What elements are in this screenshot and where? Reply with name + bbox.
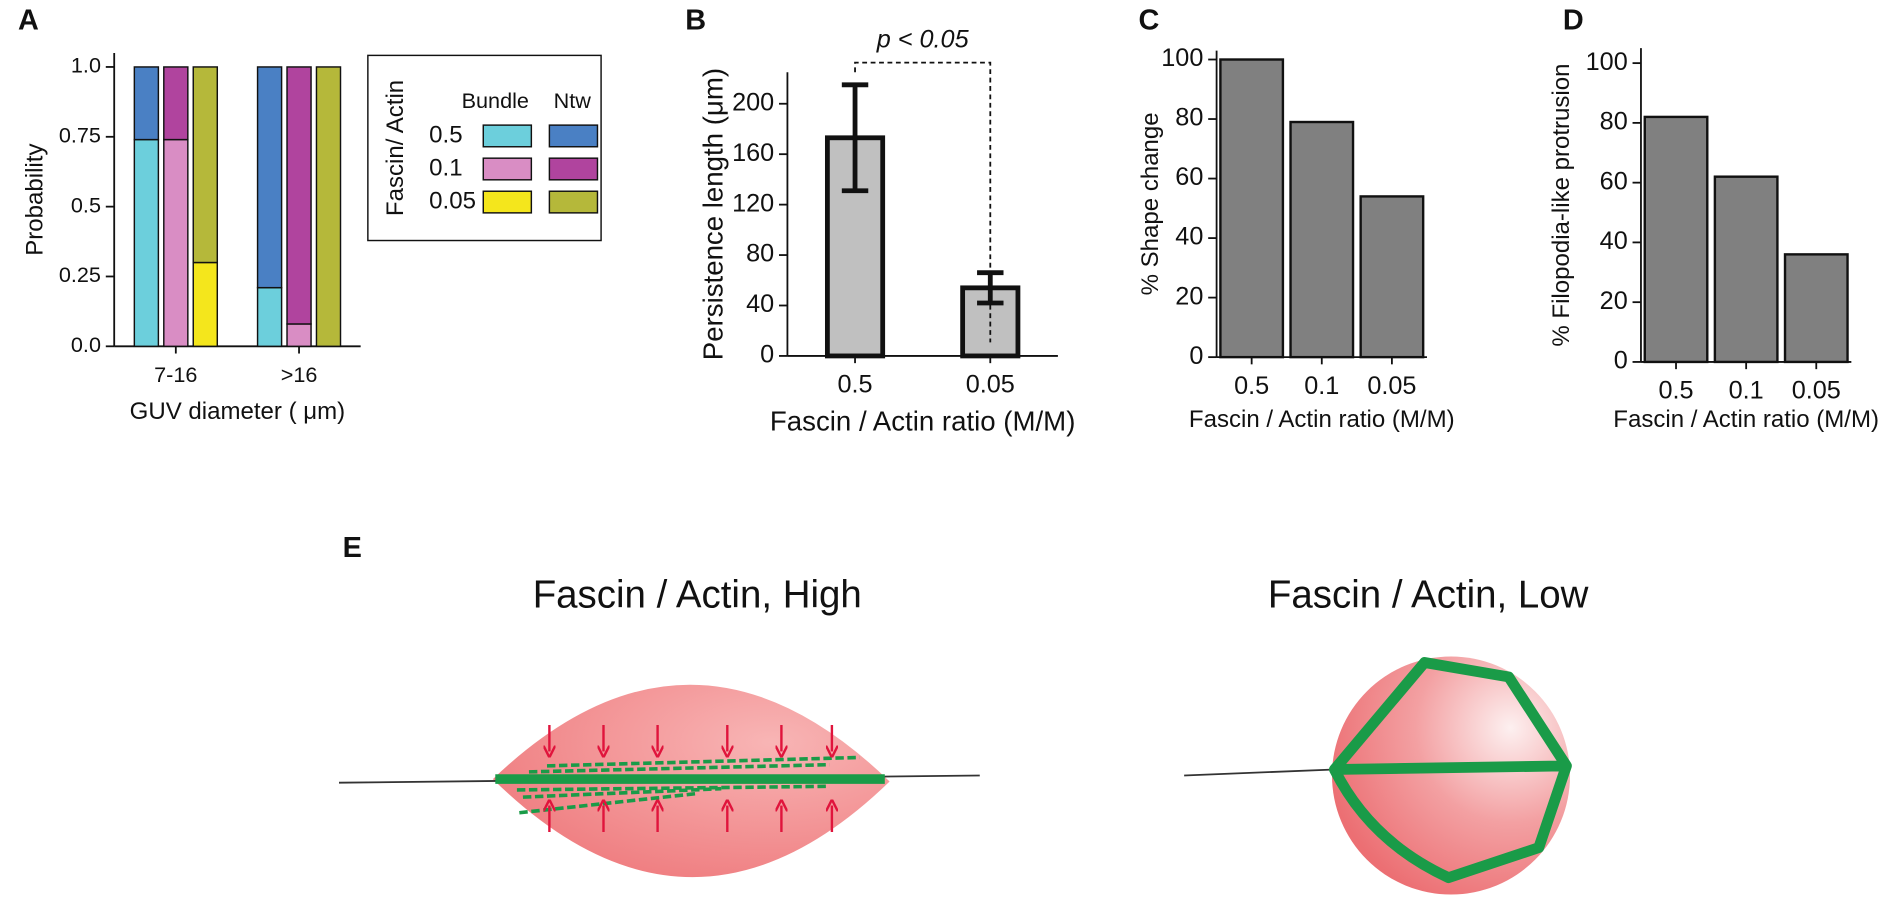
y-tick-label: 0.0 (71, 332, 101, 357)
y-tick-label: 160 (732, 139, 774, 167)
bar-segment (192, 66, 219, 264)
y-tick-label: 0.25 (59, 262, 101, 287)
x-axis-label: GUV diameter ( μm) (130, 398, 345, 425)
panel-label: E (343, 532, 362, 564)
y-axis-label: Probability (21, 144, 48, 256)
y-tick-label: 40 (1600, 227, 1628, 255)
y-axis-label: % Shape change (1137, 112, 1164, 295)
y-tick-label: 1.0 (71, 53, 101, 78)
y-tick-label: 100 (1161, 44, 1203, 72)
bar-segment (163, 66, 189, 141)
legend-swatch (482, 157, 533, 181)
x-tick-label: 0.5 (1234, 372, 1269, 400)
x-tick-label: 0.05 (1367, 372, 1416, 400)
y-axis-label: Persistence length (μm) (698, 68, 729, 360)
x-tick-label: 0.5 (1658, 377, 1693, 405)
y-tick-label: 20 (1175, 282, 1203, 310)
x-tick-label: 7-16 (154, 362, 197, 387)
x-tick-label: 0.05 (1792, 377, 1841, 405)
y-tick-label: 0.5 (71, 192, 101, 217)
bar-segment (256, 66, 283, 289)
y-axis-label: % Filopodia-like protrusion (1548, 63, 1575, 346)
y-tick-label: 0 (1614, 347, 1628, 375)
y-tick-label: 0 (760, 341, 774, 369)
bar (1289, 120, 1355, 359)
y-tick-label: 120 (732, 189, 774, 217)
y-tick-label: 0.75 (59, 123, 101, 148)
panel-label: A (18, 4, 39, 36)
x-axis-label: Fascin / Actin ratio (M/M) (1613, 406, 1879, 433)
legend-swatch (548, 157, 599, 181)
y-tick-label: 0 (1189, 342, 1203, 370)
bar-segment (315, 66, 342, 348)
bar (1783, 253, 1849, 364)
x-tick-label: 0.1 (1304, 372, 1339, 400)
legend-swatch (548, 124, 599, 148)
bar-segment (286, 323, 312, 348)
error-bar (841, 82, 869, 194)
y-tick-label: 200 (732, 88, 774, 116)
y-tick-label: 100 (1586, 48, 1628, 76)
x-tick-label: 0.1 (1729, 377, 1764, 405)
low-diagram (1184, 656, 1572, 895)
diagram-title: Fascin / Actin, Low (1268, 574, 1589, 617)
bar (1643, 115, 1709, 364)
x-axis-label: Fascin / Actin ratio (M/M) (770, 406, 1075, 437)
panel-label: B (685, 4, 706, 36)
y-tick-label: 80 (746, 240, 774, 268)
legend-header: Bundle (462, 88, 529, 113)
bar-segment (286, 66, 312, 325)
x-tick-label: 0.05 (966, 371, 1015, 399)
y-tick-label: 80 (1600, 108, 1628, 136)
bar-segment (192, 261, 219, 348)
diagram-title: Fascin / Actin, High (533, 574, 862, 617)
y-tick-label: 60 (1600, 167, 1628, 195)
significance-bracket (854, 61, 992, 343)
bar-segment (256, 286, 283, 348)
bar (1713, 175, 1779, 364)
legend-swatch (482, 124, 533, 148)
bar-segment (133, 138, 160, 348)
y-tick-label: 80 (1175, 104, 1203, 132)
panel-label: C (1138, 4, 1159, 36)
legend-box (367, 54, 602, 242)
bar-segment (163, 138, 189, 348)
legend-label: 0.1 (429, 154, 462, 181)
panel-label: D (1563, 4, 1584, 36)
x-tick-label: >16 (281, 362, 318, 387)
legend-swatch (548, 190, 599, 214)
bar (1219, 58, 1285, 359)
legend-title: Fascin/ Actin (382, 80, 409, 216)
high-diagram (339, 684, 980, 878)
y-tick-label: 40 (746, 290, 774, 318)
y-tick-label: 60 (1175, 163, 1203, 191)
x-tick-label: 0.5 (837, 371, 872, 399)
legend-swatch (482, 190, 533, 214)
legend-header: Ntw (554, 88, 592, 113)
legend-label: 0.5 (429, 121, 462, 148)
bar (1359, 195, 1425, 359)
legend-label: 0.05 (429, 187, 476, 214)
y-tick-label: 20 (1600, 287, 1628, 315)
x-axis-label: Fascin / Actin ratio (M/M) (1189, 406, 1455, 433)
y-tick-label: 40 (1175, 223, 1203, 251)
bar-segment (133, 66, 160, 141)
annotation: p < 0.05 (876, 26, 970, 54)
